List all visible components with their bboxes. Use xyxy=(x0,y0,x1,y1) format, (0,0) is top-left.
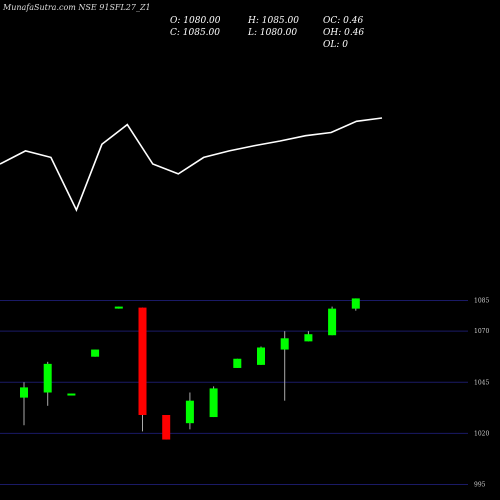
candle-body xyxy=(209,388,218,418)
chart-title: MunafaSutra.com NSE 91SFL27_Z1 xyxy=(3,3,151,12)
candle-body xyxy=(91,349,100,357)
ohlc-open: O: 1080.00 xyxy=(170,16,221,26)
indicator-line xyxy=(0,117,383,213)
y-tick-label: 1085 xyxy=(474,297,489,304)
candle-body xyxy=(304,334,313,342)
ohlc-close: C: 1085.00 xyxy=(170,28,220,38)
candle-body xyxy=(280,338,289,350)
candle-body xyxy=(162,415,171,440)
candle-body xyxy=(20,387,28,398)
y-tick-label: 995 xyxy=(474,482,486,489)
candle-body xyxy=(351,298,360,309)
candle-body xyxy=(114,306,123,309)
ohlc-low: L: 1080.00 xyxy=(248,28,298,38)
ohlc-oc: OC: 0.46 xyxy=(323,16,364,26)
candle-body xyxy=(67,393,76,396)
candle-body xyxy=(233,358,242,368)
ohlc-high: H: 1085.00 xyxy=(248,16,299,26)
candle-body xyxy=(185,400,194,424)
candle-body xyxy=(257,347,265,365)
candle-body xyxy=(138,307,147,415)
y-tick-label: 1070 xyxy=(474,328,489,335)
ohlc-ol: OL: 0 xyxy=(323,40,348,50)
candle-body xyxy=(43,363,52,393)
ohlc-oh: OH: 0.46 xyxy=(323,28,365,38)
y-tick-label: 1045 xyxy=(474,379,489,386)
candle-body xyxy=(328,308,337,336)
y-tick-label: 1020 xyxy=(474,430,489,437)
